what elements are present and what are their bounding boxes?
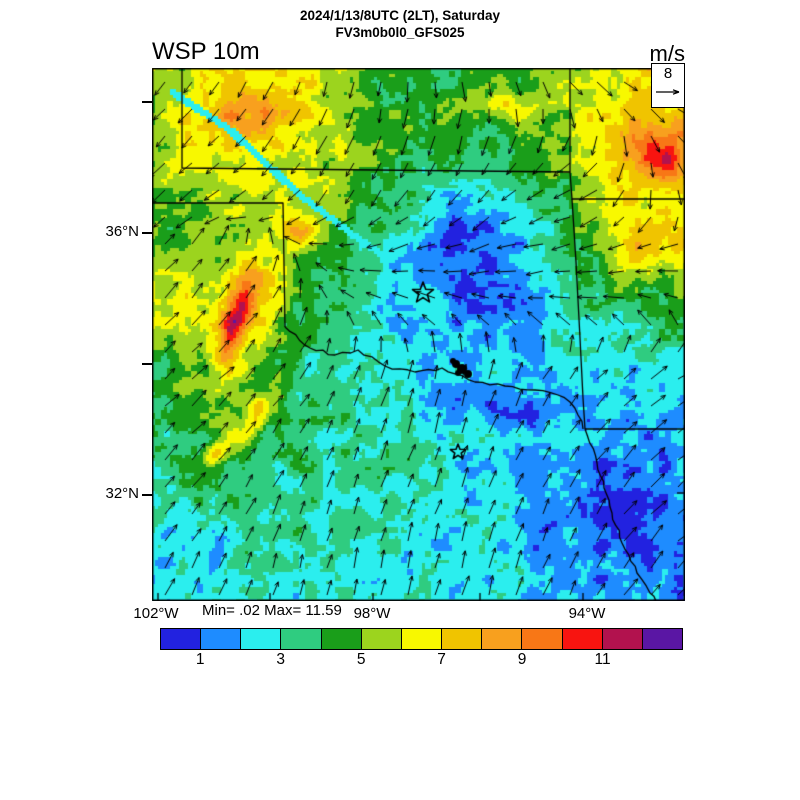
reference-vector-value: 8: [663, 65, 673, 82]
colorbar-segment: [522, 629, 563, 649]
colorbar-segment: [161, 629, 202, 649]
page-title-line1: 2024/1/13/8UTC (2LT), Saturday: [299, 8, 501, 23]
colorbar-tick-label: 7: [437, 651, 446, 668]
colorbar-segment: [241, 629, 282, 649]
colorbar-tick-label: 11: [594, 651, 611, 668]
colorbar-segment: [642, 629, 683, 649]
wind-speed-map: [152, 68, 685, 601]
colorbar-segment: [281, 629, 322, 649]
lat-tick: [142, 363, 152, 365]
lat-tick: [142, 494, 152, 496]
units-label: m/s: [649, 41, 685, 66]
colorbar-segment: [602, 629, 643, 649]
lat-tick-label: 36°N: [105, 223, 139, 240]
lon-tick-label: 98°W: [353, 605, 391, 622]
colorbar-tick-label: 9: [517, 651, 527, 668]
colorbar-tick-label: 1: [195, 651, 205, 668]
colorbar-segment: [321, 629, 362, 649]
lon-tick-label: 102°W: [133, 605, 179, 622]
variable-label: WSP 10m: [152, 38, 260, 65]
colorbar-segment: [401, 629, 443, 649]
lon-tick-label: 94°W: [568, 605, 606, 622]
minmax-label: Min= .02 Max= 11.59: [202, 602, 342, 619]
page-title-line2: FV3m0b0l0_GFS025: [335, 25, 465, 40]
lat-tick-label: 32°N: [105, 485, 139, 502]
colorbar-tick-label: 5: [356, 651, 366, 668]
lat-tick: [142, 232, 152, 234]
colorbar-tick-label: 3: [276, 651, 285, 668]
colorbar-segment: [482, 629, 523, 649]
reference-vector-arrow-icon: [656, 89, 680, 95]
colorbar-segment: [201, 629, 242, 649]
colorbar-segment: [361, 629, 402, 649]
lat-tick: [142, 101, 152, 103]
colorbar: [160, 628, 683, 650]
reference-vector-box: 8: [651, 63, 685, 108]
colorbar-segment: [562, 629, 603, 649]
colorbar-segment: [442, 629, 483, 649]
